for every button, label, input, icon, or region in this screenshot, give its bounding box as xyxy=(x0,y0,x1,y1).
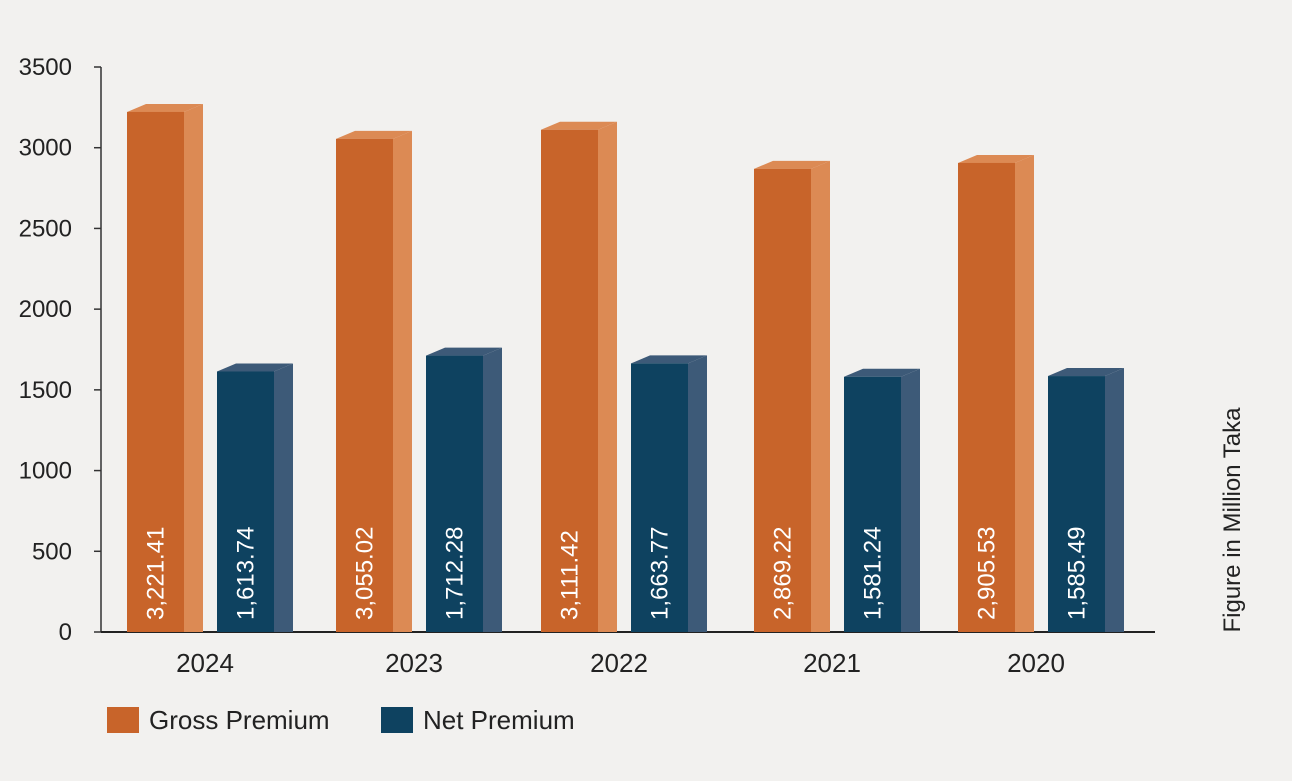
bar-value-label: 1,712.28 xyxy=(442,527,469,620)
bar-gross-premium-2024: 3,221.41 xyxy=(127,103,203,632)
bar-value-label: 2,869.22 xyxy=(770,527,797,620)
bar-value-label: 3,055.02 xyxy=(352,527,379,620)
y-tick-label: 3000 xyxy=(19,135,72,162)
bar-front-face xyxy=(127,111,184,632)
bar-value-label: 3,221.41 xyxy=(143,527,170,620)
y-tick-label: 3500 xyxy=(19,54,72,81)
bar-side-face xyxy=(598,121,617,633)
bar-front-face xyxy=(1048,376,1105,632)
bar-front-face xyxy=(631,363,688,632)
bar-top-face xyxy=(217,363,293,372)
bar-side-face xyxy=(1015,154,1034,632)
bar-value-label: 3,111.42 xyxy=(557,530,584,620)
bar-value-label: 1,613.74 xyxy=(233,527,260,620)
bars: 3,221.41 1,613.74 3,055.02 1,712.28 3,111.42… xyxy=(127,103,1124,633)
y-axis-unit-label: Figure in Million Taka xyxy=(1219,407,1246,633)
y-tick-label: 1500 xyxy=(19,377,72,404)
bar-front-face xyxy=(217,371,274,632)
legend-swatch xyxy=(107,707,139,733)
bar-side-face xyxy=(483,347,502,632)
bar-value-label: 1,663.77 xyxy=(647,527,674,620)
legend: Gross Premium Net Premium xyxy=(107,705,575,735)
bar-top-face xyxy=(754,160,830,169)
legend-swatch xyxy=(381,707,413,733)
bar-top-face xyxy=(958,154,1034,163)
y-tick-label: 2500 xyxy=(19,215,72,242)
bar-gross-premium-2023: 3,055.02 xyxy=(336,130,412,632)
legend-item-gross-premium: Gross Premium xyxy=(107,705,330,735)
bar-net-premium-2023: 1,712.28 xyxy=(426,347,502,632)
bar-side-face xyxy=(393,130,412,632)
bar-side-face xyxy=(1105,368,1124,632)
bar-gross-premium-2020: 2,905.53 xyxy=(958,154,1034,632)
legend-label: Net Premium xyxy=(423,705,575,735)
legend-item-net-premium: Net Premium xyxy=(381,705,575,735)
bar-top-face xyxy=(844,368,920,377)
y-tick-label: 0 xyxy=(59,619,72,646)
bar-top-face xyxy=(336,130,412,139)
x-tick-label: 2022 xyxy=(590,648,648,678)
bar-side-face xyxy=(274,363,293,632)
bar-net-premium-2020: 1,585.49 xyxy=(1048,368,1124,632)
bar-value-label: 1,585.49 xyxy=(1064,527,1091,620)
bar-top-face xyxy=(631,355,707,364)
x-tick-label: 2020 xyxy=(1007,648,1065,678)
y-tick-label: 1000 xyxy=(19,458,72,485)
bar-top-face xyxy=(426,347,502,356)
y-tick-label: 500 xyxy=(32,538,72,565)
bar-front-face xyxy=(541,129,598,633)
bar-value-label: 2,905.53 xyxy=(974,527,1001,620)
bar-top-face xyxy=(1048,368,1124,377)
legend-label: Gross Premium xyxy=(149,705,330,735)
bar-side-face xyxy=(811,160,830,632)
bar-front-face xyxy=(336,138,393,632)
bar-front-face xyxy=(958,162,1015,632)
bar-net-premium-2021: 1,581.24 xyxy=(844,368,920,632)
bar-top-face xyxy=(541,121,617,130)
bar-front-face xyxy=(844,376,901,632)
bar-net-premium-2022: 1,663.77 xyxy=(631,355,707,632)
x-tick-label: 2024 xyxy=(176,648,234,678)
bar-value-label: 1,581.24 xyxy=(860,527,887,620)
x-tick-label: 2023 xyxy=(385,648,443,678)
bar-gross-premium-2022: 3,111.42 xyxy=(541,121,617,633)
bar-front-face xyxy=(754,168,811,632)
bar-net-premium-2024: 1,613.74 xyxy=(217,363,293,632)
bar-gross-premium-2021: 2,869.22 xyxy=(754,160,830,632)
bar-front-face xyxy=(426,355,483,632)
axes: 0 500 1000 1500 2000 2500 3000 3500 2024 2023 2022… xyxy=(19,54,1155,678)
bar-side-face xyxy=(688,355,707,632)
bar-side-face xyxy=(901,368,920,632)
bar-top-face xyxy=(127,103,203,112)
y-tick-label: 2000 xyxy=(19,296,72,323)
bar-side-face xyxy=(184,103,203,632)
x-tick-label: 2021 xyxy=(803,648,861,678)
